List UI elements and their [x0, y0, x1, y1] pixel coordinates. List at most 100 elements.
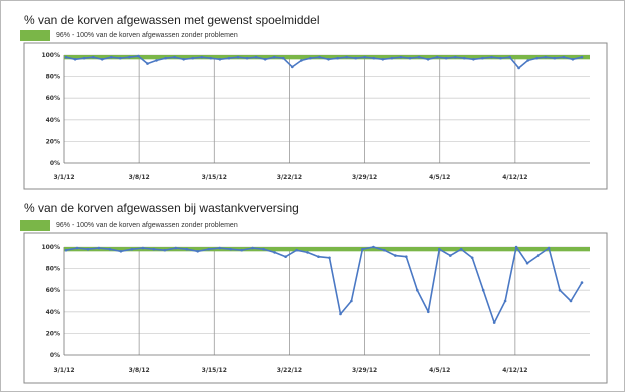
data-point — [517, 66, 520, 70]
y-tick-label: 60% — [46, 95, 60, 102]
data-point — [119, 250, 123, 253]
data-point — [544, 55, 548, 59]
data-point — [492, 321, 496, 324]
data-point — [263, 58, 267, 61]
data-point — [185, 247, 189, 251]
x-tick-label: 3/29/12 — [352, 367, 377, 374]
data-point — [481, 288, 485, 292]
data-point — [562, 55, 566, 59]
data-point — [350, 299, 353, 303]
target-band — [64, 55, 590, 60]
x-tick-label: 3/15/12 — [202, 367, 227, 374]
chart-2-legend: 96% - 100% van de korven afgewassen zond… — [20, 219, 238, 231]
data-point — [86, 247, 90, 251]
y-tick-label: 80% — [46, 266, 60, 273]
chart-2: 0% 20% 40% 60% 80% 100% 3/1/12 3/8/12 3/15/12 3/2… — [23, 232, 608, 384]
data-point — [273, 251, 276, 254]
data-point — [416, 288, 419, 292]
chart-1: 0% 20% 40% 60% 80% 100% 3/1/12 3/8/12 3/15/12 3/2… — [23, 42, 608, 190]
x-tick-label: 3/1/12 — [53, 174, 74, 181]
data-point — [526, 59, 529, 62]
data-point — [435, 55, 439, 59]
x-tick-label: 3/1/12 — [53, 367, 74, 374]
data-point — [262, 247, 265, 251]
data-point — [300, 59, 303, 62]
data-point — [207, 247, 210, 251]
data-point — [463, 56, 466, 60]
x-tick-label: 3/22/12 — [277, 174, 302, 181]
x-tick-label: 3/8/12 — [129, 367, 150, 374]
y-tick-label: 80% — [46, 74, 60, 81]
data-point — [200, 55, 204, 59]
y-tick-label: 60% — [46, 287, 60, 294]
data-point — [354, 56, 358, 60]
data-point — [229, 247, 232, 251]
data-point — [345, 55, 348, 59]
data-point — [558, 288, 562, 292]
data-point — [535, 56, 538, 60]
data-point — [291, 65, 294, 69]
data-point — [547, 246, 551, 250]
data-point — [227, 56, 231, 60]
x-tick-label: 4/5/12 — [429, 174, 450, 181]
data-point — [97, 246, 101, 250]
data-point — [209, 56, 213, 60]
data-point — [571, 58, 575, 61]
data-point — [64, 248, 68, 252]
data-point — [399, 55, 403, 59]
data-point — [503, 299, 507, 303]
series-line — [65, 55, 583, 69]
data-point — [163, 248, 167, 252]
chart-2-title: % van de korven afgewassen bij wastankve… — [24, 201, 299, 215]
chart-1-legend: 96% - 100% van de korven afgewassen zond… — [20, 29, 238, 41]
data-point — [100, 58, 104, 61]
data-point — [417, 55, 421, 59]
data-point — [191, 56, 194, 60]
data-point — [327, 58, 330, 61]
x-tick-label: 4/12/12 — [502, 174, 527, 181]
data-point — [146, 62, 149, 65]
data-point — [254, 55, 258, 59]
data-point — [164, 56, 167, 60]
data-point — [309, 56, 312, 60]
data-point — [459, 247, 463, 251]
data-point — [218, 246, 221, 250]
data-point — [317, 255, 320, 258]
data-point — [245, 56, 249, 60]
data-point — [336, 56, 339, 60]
data-point — [73, 58, 77, 61]
data-point — [553, 56, 557, 60]
data-point — [405, 255, 408, 258]
data-point — [444, 56, 448, 60]
data-point — [472, 58, 475, 61]
data-point — [438, 247, 441, 251]
data-point — [196, 250, 199, 253]
data-point — [119, 56, 122, 60]
data-point — [295, 248, 298, 252]
data-point — [580, 55, 584, 59]
data-point — [272, 55, 276, 59]
data-point — [155, 59, 158, 62]
x-tick-label: 4/5/12 — [429, 367, 450, 374]
data-point — [282, 56, 285, 60]
data-point — [75, 246, 79, 250]
data-point — [137, 54, 140, 58]
series-line — [65, 246, 583, 324]
data-point — [449, 254, 452, 257]
data-point — [284, 255, 287, 258]
y-tick-label: 40% — [46, 117, 60, 124]
data-point — [130, 247, 134, 251]
chart-2-border — [23, 232, 608, 384]
x-tick-label: 3/8/12 — [129, 174, 150, 181]
x-tick-label: 3/22/12 — [277, 367, 302, 374]
data-point — [141, 246, 145, 250]
chart-2-legend-label: 96% - 100% van de korven afgewassen zond… — [56, 221, 238, 229]
data-point — [470, 256, 474, 260]
data-point — [536, 254, 540, 257]
y-tick-label: 100% — [41, 244, 60, 251]
data-point — [361, 247, 364, 251]
y-tick-label: 40% — [46, 309, 60, 316]
y-tick-label: 0% — [50, 160, 60, 167]
data-point — [236, 55, 240, 59]
data-point — [218, 58, 222, 61]
